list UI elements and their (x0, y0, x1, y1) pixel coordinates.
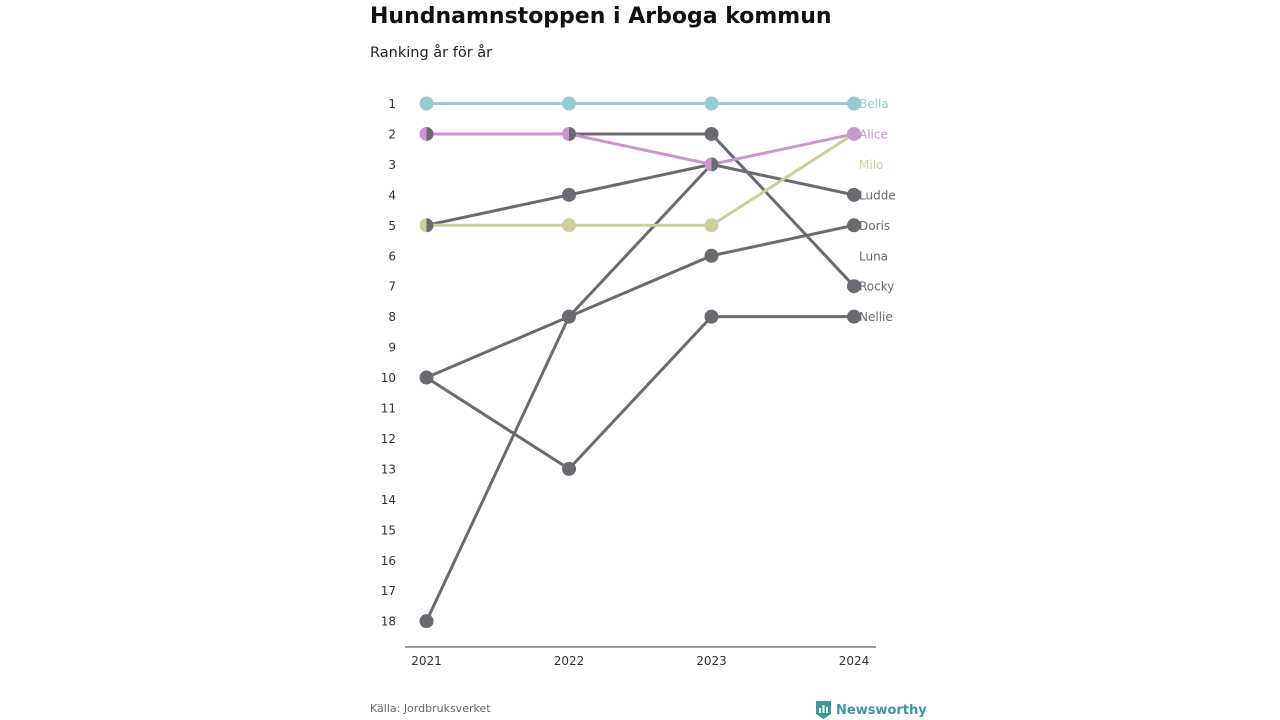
y-tick-label: 15 (381, 523, 396, 537)
data-point (847, 187, 861, 202)
x-tick-label: 2021 (411, 654, 442, 668)
y-tick-label: 3 (388, 158, 396, 172)
y-tick-label: 5 (388, 219, 396, 233)
y-tick-label: 12 (381, 432, 396, 446)
y-tick-label: 2 (388, 127, 396, 141)
series-label-rocky: Rocky (859, 280, 894, 294)
x-tick-label: 2022 (554, 654, 585, 668)
bar-chart-shield-icon (816, 701, 831, 719)
series-line-alice (425, 132, 856, 166)
series-label-doris: Doris (859, 219, 890, 233)
data-point-half (562, 126, 569, 141)
brand-name: Newsworthy (836, 702, 927, 718)
series-label-alice: Alice (859, 127, 888, 141)
series-line-nellie (425, 315, 856, 471)
data-point (847, 218, 861, 233)
y-tick-label: 4 (388, 188, 396, 202)
data-point (704, 248, 719, 263)
brand-logo[interactable]: Newsworthy (816, 700, 927, 720)
chart-subtitle: Ranking år för år (370, 45, 493, 61)
data-point-half (419, 218, 427, 233)
data-point (419, 614, 434, 629)
series-label-ludde: Ludde (859, 188, 896, 202)
data-point (704, 96, 719, 111)
data-point-half (704, 157, 712, 172)
x-tick-label: 2024 (839, 654, 870, 668)
y-tick-label: 9 (388, 341, 396, 355)
y-tick-label: 7 (388, 280, 396, 294)
source-note: Källa: Jordbruksverket (370, 702, 491, 715)
y-tick-label: 6 (388, 249, 396, 263)
y-tick-label: 14 (381, 493, 396, 507)
series-label-milo: Milo (859, 158, 883, 172)
data-point (562, 461, 576, 476)
series-line-doris (425, 223, 856, 380)
data-point-half (426, 126, 434, 141)
y-tick-label: 1 (388, 97, 396, 111)
y-tick-label: 10 (381, 371, 396, 385)
x-tick-label: 2023 (696, 654, 727, 668)
y-tick-label: 13 (381, 462, 396, 476)
data-point-half (419, 126, 427, 141)
chart-title: Hundnamnstoppen i Arboga kommun (370, 4, 832, 29)
series-label-nellie: Nellie (859, 310, 893, 324)
data-point (562, 96, 576, 111)
data-point (847, 309, 861, 324)
y-tick-label: 18 (381, 615, 396, 629)
data-point-half (426, 218, 434, 233)
y-tick-label: 17 (381, 584, 396, 598)
data-point (419, 96, 434, 111)
data-point (562, 187, 576, 202)
data-point (562, 218, 576, 233)
data-point (704, 309, 719, 324)
series-label-bella: Bella (859, 97, 889, 111)
data-point (847, 126, 861, 141)
data-point-half (569, 126, 577, 141)
bump-chart: 2021 2022 2023 2024123456789101112131415161… (381, 96, 896, 668)
data-point (704, 126, 719, 141)
y-tick-label: 8 (388, 310, 396, 324)
series-line-milo (425, 132, 856, 227)
data-point (847, 96, 861, 111)
data-point-half (711, 157, 719, 172)
y-tick-label: 16 (381, 554, 396, 568)
data-point (847, 279, 861, 294)
y-tick-label: 11 (381, 402, 396, 416)
data-point (562, 309, 576, 324)
data-point (704, 218, 719, 233)
data-point (419, 370, 434, 385)
series-label-luna: Luna (859, 249, 888, 263)
